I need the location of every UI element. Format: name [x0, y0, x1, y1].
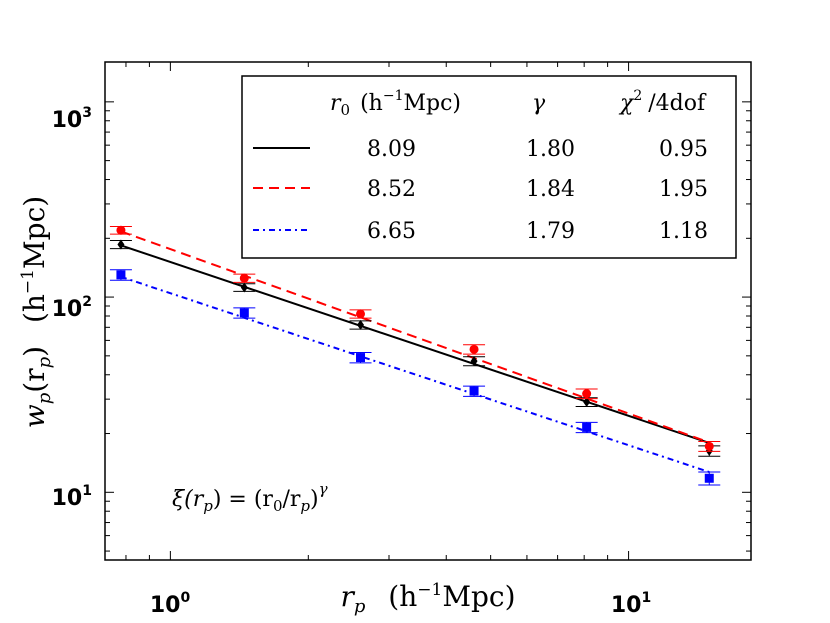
formula-annotation: ξ(rp) = (r0/rp)γ	[172, 480, 328, 515]
fit-line-red	[120, 230, 710, 444]
legend-r0-red: 8.52	[367, 177, 416, 202]
axis-ticks	[105, 62, 751, 560]
legend-r0-blue: 6.65	[367, 219, 416, 244]
legend-header-gamma: γ	[532, 91, 546, 116]
plot-frame	[104, 61, 752, 561]
legend-chi-blue: 1.18	[659, 219, 708, 244]
y-axis-label: wp(rp) (h−1Mpc)	[18, 196, 55, 428]
legend-gamma-red: 1.84	[526, 177, 575, 202]
legend-chi-black: 0.95	[659, 137, 708, 162]
legend-chi-red: 1.95	[659, 177, 708, 202]
fit-line-blue	[120, 275, 710, 473]
point-red	[239, 273, 249, 283]
point-blue	[116, 270, 126, 280]
y-tick-label-100: 102	[52, 294, 92, 322]
legend-header-chi2: χ2/4dof	[618, 88, 707, 116]
x-tick-label-1: 100	[150, 590, 191, 618]
point-red	[116, 225, 126, 235]
fit-lines	[120, 230, 710, 473]
x-tick-label-10: 101	[611, 590, 651, 618]
point-blue	[239, 308, 249, 318]
point-red	[356, 309, 366, 319]
y-tick-label-1000: 103	[52, 105, 92, 133]
legend-gamma-black: 1.80	[526, 137, 575, 162]
point-black	[117, 239, 125, 250]
point-black	[357, 319, 365, 330]
legend-header-r0: r0 (h−1Mpc)	[330, 88, 461, 119]
fit-line-black	[120, 244, 710, 444]
point-red	[582, 389, 592, 399]
point-black	[240, 282, 248, 293]
point-red	[469, 344, 479, 354]
legend-box	[241, 75, 737, 259]
point-blue	[469, 386, 479, 396]
legend-r0-black: 8.09	[367, 137, 416, 162]
data-marks	[109, 225, 721, 486]
legend: r0 (h−1Mpc) γ χ2/4dof 8.09 1.80 0.95 8.52…	[241, 75, 737, 259]
point-black	[583, 397, 591, 408]
legend-gamma-blue: 1.79	[526, 219, 575, 244]
point-red	[704, 441, 714, 451]
x-axis-label: rp (h−1Mpc)	[340, 580, 515, 617]
point-blue	[704, 473, 714, 483]
point-blue	[356, 353, 366, 363]
y-tick-label-10: 101	[52, 483, 92, 511]
point-black	[470, 356, 478, 367]
point-blue	[582, 422, 592, 432]
